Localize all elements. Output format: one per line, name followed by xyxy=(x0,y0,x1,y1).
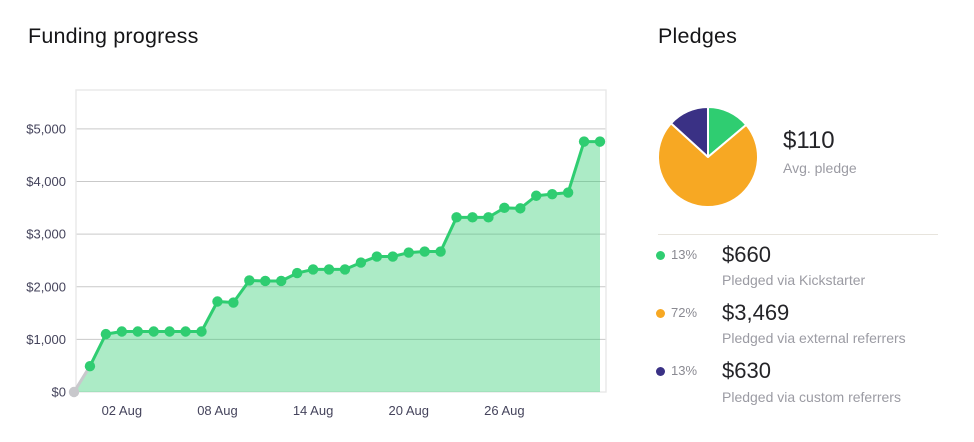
legend-row-custom-referrers: 13% $630 Pledged via custom referrers xyxy=(656,358,968,405)
external-referrers-percent: 72% xyxy=(671,305,698,321)
svg-text:$0: $0 xyxy=(52,385,66,400)
svg-text:14 Aug: 14 Aug xyxy=(293,403,334,418)
pledges-pie-chart xyxy=(657,106,759,208)
pledges-title: Pledges xyxy=(658,24,738,48)
kickstarter-percent: 13% xyxy=(671,247,698,262)
kickstarter-dot-icon xyxy=(656,251,665,260)
svg-text:$3,000: $3,000 xyxy=(26,227,66,242)
external-referrers-amount: $3,469 xyxy=(722,300,790,326)
svg-text:$4,000: $4,000 xyxy=(26,174,66,189)
kickstarter-label: Pledged via Kickstarter xyxy=(722,272,866,289)
custom-referrers-dot-icon xyxy=(656,367,665,377)
average-pledge-value: $110 xyxy=(783,127,835,154)
pledges-legend: 13% $660 Pledged via Kickstarter 72% $3,… xyxy=(656,242,968,418)
custom-referrers-label: Pledged via custom referrers xyxy=(722,388,901,405)
svg-text:$1,000: $1,000 xyxy=(26,332,66,347)
svg-text:02 Aug: 02 Aug xyxy=(102,403,143,418)
legend-row-kickstarter: 13% $660 Pledged via Kickstarter xyxy=(656,242,968,289)
legend-row-external-referrers: 72% $3,469 Pledged via external referrer… xyxy=(656,300,968,347)
external-referrers-label: Pledged via external referrers xyxy=(722,330,906,347)
svg-text:26 Aug: 26 Aug xyxy=(484,403,525,418)
external-referrers-dot-icon xyxy=(656,309,665,319)
average-pledge-block: $110 Avg. pledge xyxy=(783,127,857,177)
custom-referrers-amount: $630 xyxy=(722,358,771,384)
average-pledge-label: Avg. pledge xyxy=(783,160,857,177)
funding-progress-title: Funding progress xyxy=(28,24,199,48)
funding-line-chart: $0 $1,000 $2,000 $3,000 $4,000 $5,000 02 Aug 08… xyxy=(26,89,607,418)
kickstarter-amount: $660 xyxy=(722,242,771,267)
svg-text:$5,000: $5,000 xyxy=(26,121,66,136)
pledges-divider xyxy=(658,234,938,235)
svg-text:08 Aug: 08 Aug xyxy=(197,403,238,418)
svg-text:20 Aug: 20 Aug xyxy=(388,403,429,418)
svg-text:$2,000: $2,000 xyxy=(26,279,66,294)
custom-referrers-percent: 13% xyxy=(671,363,698,379)
